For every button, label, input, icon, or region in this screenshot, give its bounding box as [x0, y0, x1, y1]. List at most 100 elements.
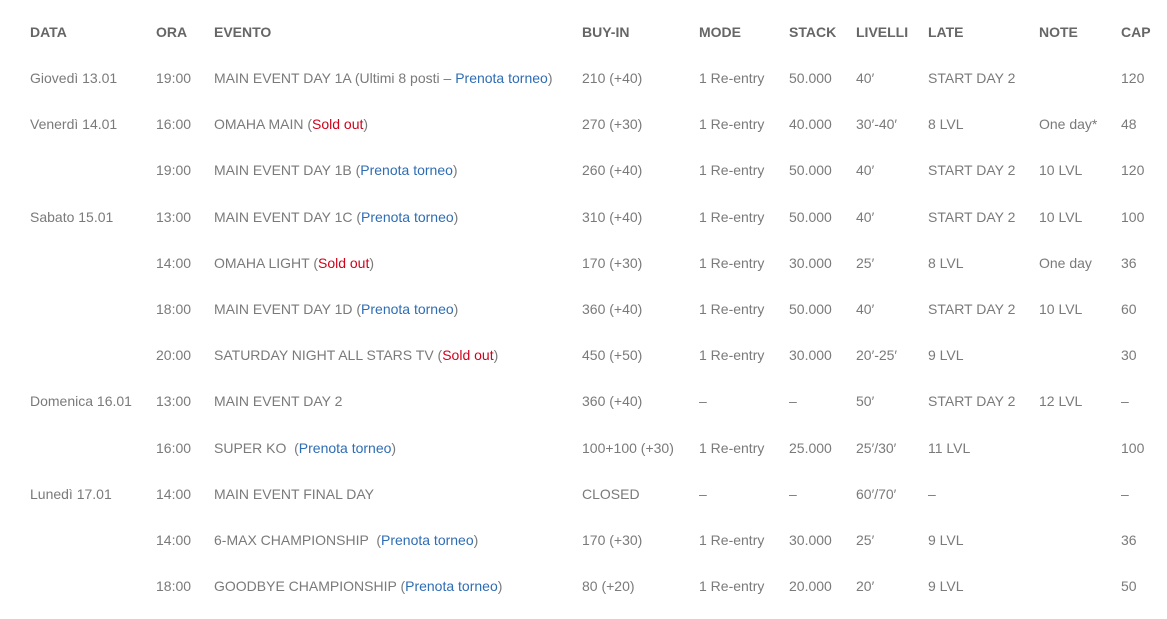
cell-stack: 50.000 [789, 301, 832, 318]
header-time: ORA [156, 24, 188, 40]
event-name: ) [493, 347, 499, 364]
cell-buy-in: 210 (+40) [582, 70, 643, 87]
cell-event: SATURDAY NIGHT ALL STARS TV (Sold out) [214, 332, 582, 378]
cell-buy-in: 170 (+30) [582, 254, 643, 271]
cell-stack: 30.000 [789, 254, 832, 271]
cell-late: 9 LVL [928, 347, 964, 364]
cell-late: START DAY 2 [928, 393, 1016, 410]
event-name: MAIN EVENT DAY 1C ( [214, 208, 362, 225]
cell-date: Venerdì 14.01 [30, 116, 118, 133]
cell-cap: 36 [1121, 531, 1137, 548]
cell-late: 8 LVL [928, 254, 964, 271]
cell-date: Sabato 15.01 [30, 208, 114, 225]
event-name: OMAHA MAIN ( [214, 116, 313, 133]
table-row: Sabato 15.01 13:00 MAIN EVENT DAY 1C (Pren… [0, 194, 1167, 240]
header-date: DATA [30, 24, 67, 40]
cell-levels: 40′ [856, 162, 875, 179]
sold-out-label: Sold out [442, 347, 494, 364]
cell-cap: 100 [1121, 208, 1145, 225]
cell-mode: 1 Re-entry [699, 162, 765, 179]
cell-levels: 25′/30′ [856, 439, 897, 456]
cell-note: One day* [1039, 116, 1098, 133]
cell-levels: 60′/70′ [856, 485, 897, 502]
cell-cap: – [1121, 485, 1129, 502]
cell-note: 10 LVL [1039, 208, 1083, 225]
table-row: 16:00 SUPER KO (Prenota torneo) 100+100 (+… [0, 425, 1167, 471]
cell-event: MAIN EVENT DAY 1D (Prenota torneo) [214, 286, 582, 332]
cell-buy-in: 450 (+50) [582, 347, 643, 364]
cell-time: 19:00 [156, 162, 192, 179]
cell-note [1039, 332, 1121, 378]
event-name: ) [547, 70, 553, 87]
book-tournament-link[interactable]: Prenota torneo [455, 70, 548, 87]
cell-event: OMAHA MAIN (Sold out) [214, 101, 582, 147]
book-tournament-link[interactable]: Prenota torneo [361, 208, 454, 225]
table-row: Giovedì 13.01 19:00 MAIN EVENT DAY 1A (Ult… [0, 55, 1167, 101]
cell-cap: 50 [1121, 578, 1137, 595]
event-name: MAIN EVENT DAY 1A (Ultimi 8 posti – [214, 70, 456, 87]
cell-time: 16:00 [156, 439, 192, 456]
cell-event: MAIN EVENT DAY 1C (Prenota torneo) [214, 194, 582, 240]
cell-late: START DAY 2 [928, 162, 1016, 179]
cell-date: Domenica 16.01 [30, 393, 132, 410]
event-name: ) [391, 439, 397, 456]
cell-cap: 36 [1121, 254, 1137, 271]
cell-time: 16:00 [156, 116, 192, 133]
table-row: Lunedì 17.01 14:00 MAIN EVENT FINAL DAY CLO… [0, 471, 1167, 517]
cell-note [1039, 55, 1121, 101]
table-row: 14:00 6-MAX CHAMPIONSHIP (Prenota torneo)… [0, 517, 1167, 563]
cell-date [0, 425, 156, 471]
event-name: ) [497, 578, 503, 595]
cell-stack: 20.000 [789, 578, 832, 595]
cell-buy-in: 360 (+40) [582, 301, 643, 318]
event-name: ) [453, 208, 459, 225]
event-name: MAIN EVENT DAY 1B ( [214, 162, 361, 179]
book-tournament-link[interactable]: Prenota torneo [360, 162, 453, 179]
cell-levels: 25′ [856, 254, 875, 271]
event-name: OMAHA LIGHT ( [214, 254, 318, 271]
cell-late: 8 LVL [928, 116, 964, 133]
header-note: NOTE [1039, 24, 1078, 40]
cell-mode: – [699, 485, 707, 502]
event-name: MAIN EVENT DAY 1D ( [214, 301, 362, 318]
cell-buy-in: 260 (+40) [582, 162, 643, 179]
cell-time: 13:00 [156, 208, 192, 225]
sold-out-label: Sold out [312, 116, 364, 133]
cell-event: MAIN EVENT DAY 2 [214, 378, 582, 424]
header-stack: STACK [789, 24, 837, 40]
book-tournament-link[interactable]: Prenota torneo [381, 531, 474, 548]
cell-event: MAIN EVENT FINAL DAY [214, 471, 582, 517]
cell-event: 6-MAX CHAMPIONSHIP (Prenota torneo) [214, 517, 582, 563]
cell-cap: 100 [1121, 439, 1145, 456]
header-cap: CAP [1121, 24, 1151, 40]
book-tournament-link[interactable]: Prenota torneo [405, 578, 498, 595]
cell-stack: 50.000 [789, 70, 832, 87]
cell-time: 13:00 [156, 393, 192, 410]
table-header-row: DATA ORA EVENTO BUY-IN MODE STACK LIVELLI LATE N… [0, 9, 1167, 55]
event-name: SUPER KO ( [214, 439, 299, 456]
cell-note: 10 LVL [1039, 162, 1083, 179]
table-row: 18:00 GOODBYE CHAMPIONSHIP (Prenota torne… [0, 563, 1167, 609]
cell-time: 18:00 [156, 578, 192, 595]
event-name: MAIN EVENT FINAL DAY [214, 485, 374, 502]
header-levels: LIVELLI [856, 24, 909, 40]
cell-stack: 25.000 [789, 439, 832, 456]
cell-levels: 40′ [856, 301, 875, 318]
cell-date [0, 240, 156, 286]
cell-mode: 1 Re-entry [699, 439, 765, 456]
book-tournament-link[interactable]: Prenota torneo [361, 301, 454, 318]
book-tournament-link[interactable]: Prenota torneo [298, 439, 392, 456]
event-name: ) [363, 116, 369, 133]
cell-event: MAIN EVENT DAY 1B (Prenota torneo) [214, 147, 582, 193]
cell-time: 18:00 [156, 301, 192, 318]
cell-date [0, 286, 156, 332]
table-row: Venerdì 14.01 16:00 OMAHA MAIN (Sold out) 2… [0, 101, 1167, 147]
cell-time: 14:00 [156, 485, 192, 502]
cell-note [1039, 425, 1121, 471]
cell-stack: 40.000 [789, 116, 832, 133]
cell-late: – [928, 485, 936, 502]
cell-note: One day [1039, 254, 1092, 271]
cell-cap: 120 [1121, 70, 1145, 87]
cell-levels: 50′ [856, 393, 875, 410]
header-mode: MODE [699, 24, 741, 40]
